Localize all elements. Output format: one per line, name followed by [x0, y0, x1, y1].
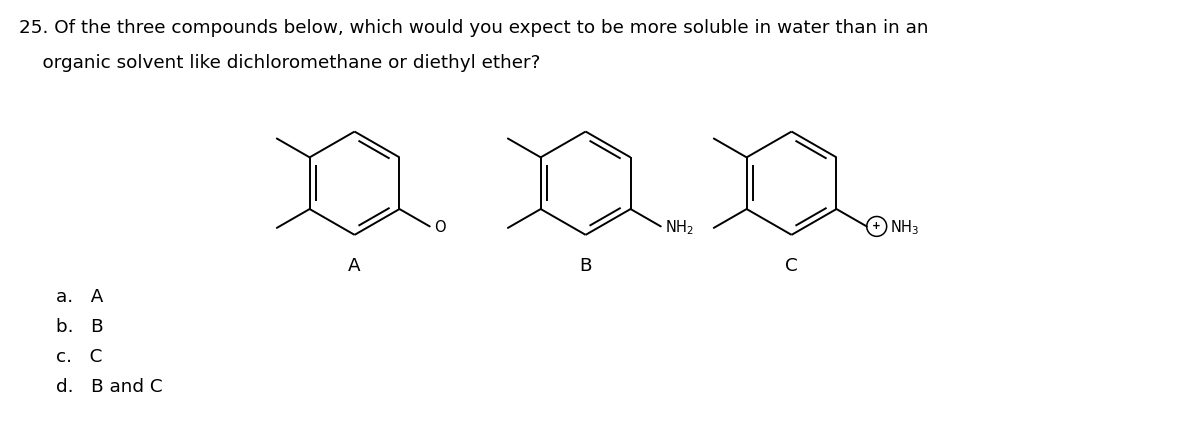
Text: +: +: [872, 221, 881, 232]
Text: organic solvent like dichloromethane or diethyl ether?: organic solvent like dichloromethane or …: [19, 54, 541, 72]
Text: C: C: [785, 257, 798, 275]
Text: c.   C: c. C: [56, 348, 103, 366]
Text: b.   B: b. B: [56, 318, 104, 336]
Text: B: B: [580, 257, 592, 275]
Text: NH$_2$: NH$_2$: [665, 218, 694, 237]
Text: NH$_3$: NH$_3$: [889, 218, 919, 237]
Text: d.   B and C: d. B and C: [56, 378, 163, 396]
Text: A: A: [348, 257, 361, 275]
Text: 25. Of the three compounds below, which would you expect to be more soluble in w: 25. Of the three compounds below, which …: [19, 19, 929, 37]
Text: a.   A: a. A: [56, 288, 103, 306]
Text: O: O: [433, 220, 445, 235]
